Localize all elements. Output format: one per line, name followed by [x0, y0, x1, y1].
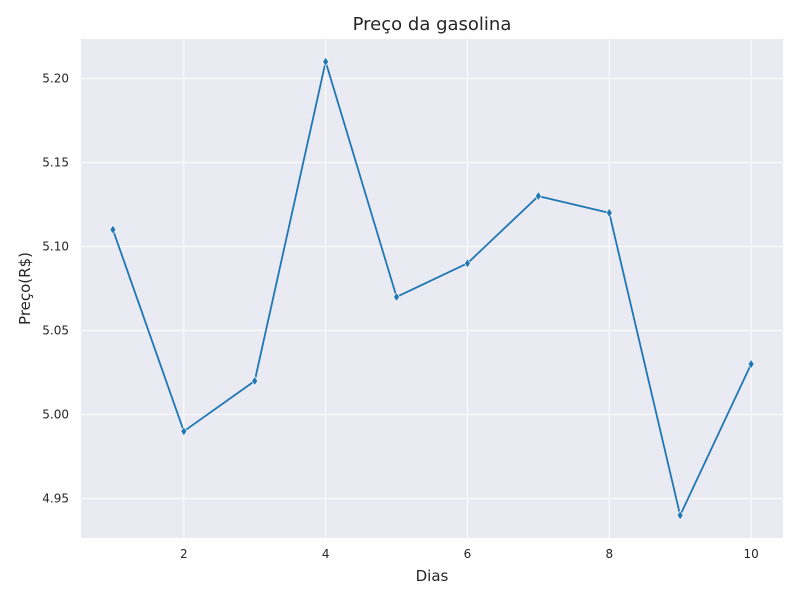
x-tick-label: 4 [322, 547, 330, 561]
y-axis-label: Preço(R$) [16, 252, 34, 325]
chart-title: Preço da gasolina [353, 14, 512, 35]
series-line [112, 60, 752, 517]
data-point-marker [180, 426, 188, 437]
data-point-marker [464, 258, 471, 269]
y-tick-label: 5.00 [42, 408, 69, 422]
y-tick-label: 5.10 [42, 239, 69, 253]
data-point-marker [109, 224, 117, 235]
x-tick-label: 10 [743, 547, 758, 561]
data-point-marker [605, 207, 613, 218]
y-tick-label: 4.95 [42, 492, 69, 506]
data-point-marker [747, 359, 755, 370]
data-point-marker [322, 56, 329, 67]
data-point-marker [535, 191, 542, 202]
series-layer [109, 56, 755, 521]
data-point-marker [251, 375, 259, 386]
data-point-marker [676, 510, 684, 521]
x-tick-labels: 2 4 6 8 10 [180, 547, 759, 561]
x-tick-label: 8 [605, 547, 613, 561]
x-tick-label: 2 [180, 547, 188, 561]
grid-lines [81, 39, 783, 538]
plot-background [81, 39, 783, 538]
y-tick-label: 5.20 [42, 71, 69, 85]
y-tick-label: 5.05 [42, 324, 69, 338]
x-axis-label: Dias [416, 567, 449, 585]
x-tick-label: 6 [464, 547, 472, 561]
y-tick-label: 5.15 [42, 155, 69, 169]
y-tick-labels: 4.95 5.00 5.05 5.10 5.15 5.20 [42, 71, 69, 505]
data-point-marker [393, 291, 400, 302]
